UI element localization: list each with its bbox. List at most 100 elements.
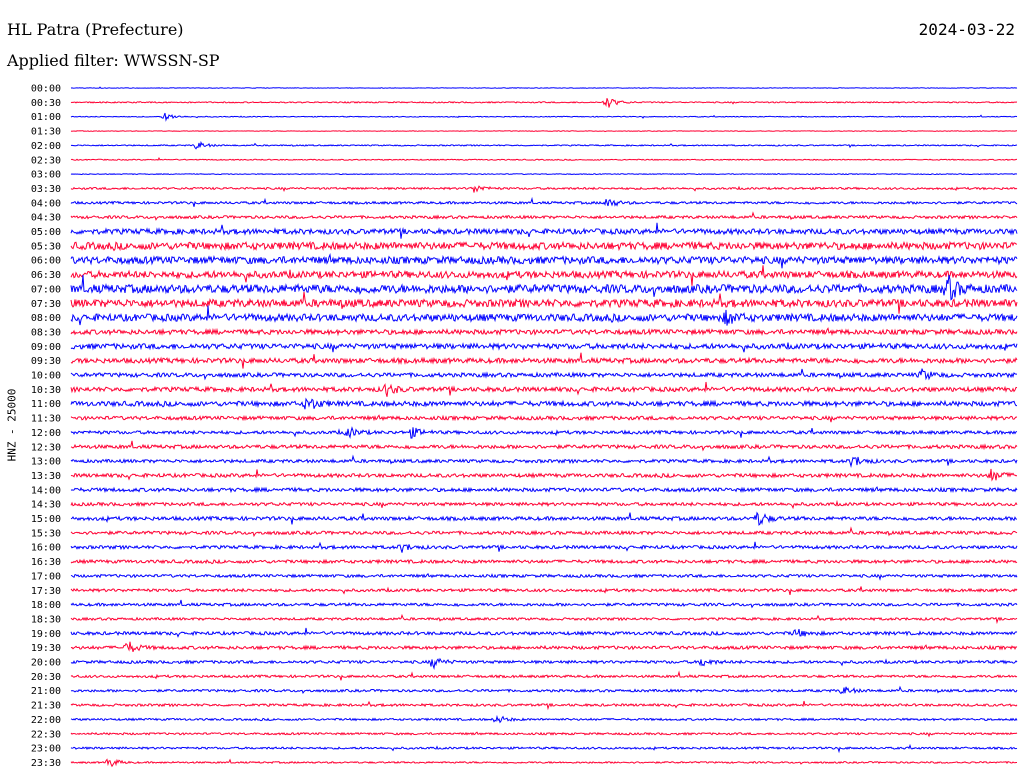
row-time-label: 11:30 <box>31 414 61 425</box>
row-time-label: 04:00 <box>31 198 61 209</box>
trace-line <box>70 240 1018 252</box>
row-time-label: 16:00 <box>31 543 61 554</box>
trace-line <box>70 657 1018 671</box>
trace-line <box>70 541 1018 553</box>
row-time-label: 00:00 <box>31 84 61 95</box>
trace-line <box>70 414 1018 423</box>
trace-line <box>70 486 1018 494</box>
filter-label: Applied filter: WWSSN-SP <box>7 51 220 70</box>
trace-line <box>70 613 1018 625</box>
row-time-label: 05:00 <box>31 227 61 238</box>
trace-line <box>70 526 1018 538</box>
trace-line <box>70 305 1018 326</box>
trace-line <box>70 274 1018 301</box>
trace-line <box>70 468 1018 482</box>
row-time-label: 20:00 <box>31 658 61 669</box>
row-time-label: 03:30 <box>31 184 61 195</box>
row-time-label: 17:30 <box>31 586 61 597</box>
trace-line <box>70 211 1018 221</box>
row-time-label: 23:30 <box>31 758 61 769</box>
row-time-label: 03:00 <box>31 170 61 181</box>
trace-line <box>70 426 1018 440</box>
trace-line <box>70 265 1018 286</box>
trace-line <box>70 511 1018 526</box>
row-time-label: 18:00 <box>31 600 61 611</box>
trace-line <box>70 368 1018 381</box>
row-time-label: 21:30 <box>31 701 61 712</box>
row-time-label: 14:30 <box>31 500 61 511</box>
row-time-label: 13:00 <box>31 457 61 468</box>
trace-line <box>70 714 1018 724</box>
trace-line <box>70 196 1018 207</box>
trace-line <box>70 185 1018 193</box>
trace-line <box>70 743 1018 754</box>
trace-line <box>70 86 1018 89</box>
row-time-label: 15:00 <box>31 514 61 525</box>
trace-line <box>70 758 1018 768</box>
row-time-label: 19:30 <box>31 643 61 654</box>
trace-line <box>70 222 1018 239</box>
trace-line <box>70 291 1018 314</box>
row-time-label: 11:00 <box>31 399 61 410</box>
trace-line <box>70 670 1018 681</box>
trace-line <box>70 558 1018 565</box>
row-time-label: 12:30 <box>31 442 61 453</box>
row-time-label: 07:30 <box>31 299 61 310</box>
row-time-label: 18:30 <box>31 614 61 625</box>
row-time-label: 22:00 <box>31 715 61 726</box>
row-time-label: 09:00 <box>31 342 61 353</box>
row-time-label: 01:30 <box>31 127 61 138</box>
trace-line <box>70 700 1018 711</box>
row-time-label: 00:30 <box>31 98 61 109</box>
station-title: HL Patra (Prefecture) <box>7 20 184 39</box>
trace-line <box>70 499 1018 510</box>
row-label-group: 00:00 00:30 01:00 01:30 02:00 02:30 03:00 03:30… <box>31 84 61 769</box>
row-time-label: 15:30 <box>31 528 61 539</box>
trace-line <box>70 140 1018 150</box>
trace-line <box>70 586 1018 596</box>
trace-line <box>70 172 1018 176</box>
row-time-label: 04:30 <box>31 213 61 224</box>
row-time-label: 10:00 <box>31 371 61 382</box>
record-date: 2024-03-22 <box>918 20 1015 39</box>
trace-line <box>70 641 1018 652</box>
trace-line <box>70 381 1018 397</box>
row-time-label: 17:00 <box>31 571 61 582</box>
trace-line <box>70 627 1018 638</box>
row-time-label: 20:30 <box>31 672 61 683</box>
row-time-label: 08:30 <box>31 327 61 338</box>
trace-line <box>70 157 1017 161</box>
trace-line <box>70 98 1018 108</box>
row-time-label: 05:30 <box>31 241 61 252</box>
trace-line <box>70 685 1018 695</box>
trace-line <box>70 397 1018 410</box>
trace-line <box>70 572 1018 581</box>
row-time-label: 09:30 <box>31 356 61 367</box>
row-time-label: 23:00 <box>31 744 61 755</box>
trace-line <box>70 112 1018 122</box>
trace-line <box>70 341 1018 353</box>
trace-line <box>70 252 1018 269</box>
row-time-label: 21:00 <box>31 686 61 697</box>
row-time-label: 16:30 <box>31 557 61 568</box>
row-time-label: 22:30 <box>31 729 61 740</box>
row-time-label: 02:00 <box>31 141 61 152</box>
row-time-label: 19:00 <box>31 629 61 640</box>
trace-line <box>70 130 1018 133</box>
row-time-label: 01:00 <box>31 112 61 123</box>
row-time-label: 13:30 <box>31 471 61 482</box>
row-time-label: 02:30 <box>31 155 61 166</box>
trace-line <box>70 599 1018 609</box>
row-time-label: 12:00 <box>31 428 61 439</box>
row-time-label: 06:00 <box>31 256 61 267</box>
row-time-label: 06:30 <box>31 270 61 281</box>
trace-line <box>70 454 1018 469</box>
row-time-label: 14:00 <box>31 485 61 496</box>
trace-group <box>70 86 1018 768</box>
trace-line <box>70 731 1018 738</box>
trace-line <box>70 440 1018 452</box>
row-time-label: 08:00 <box>31 313 61 324</box>
trace-line <box>70 352 1018 369</box>
trace-line <box>70 327 1018 337</box>
